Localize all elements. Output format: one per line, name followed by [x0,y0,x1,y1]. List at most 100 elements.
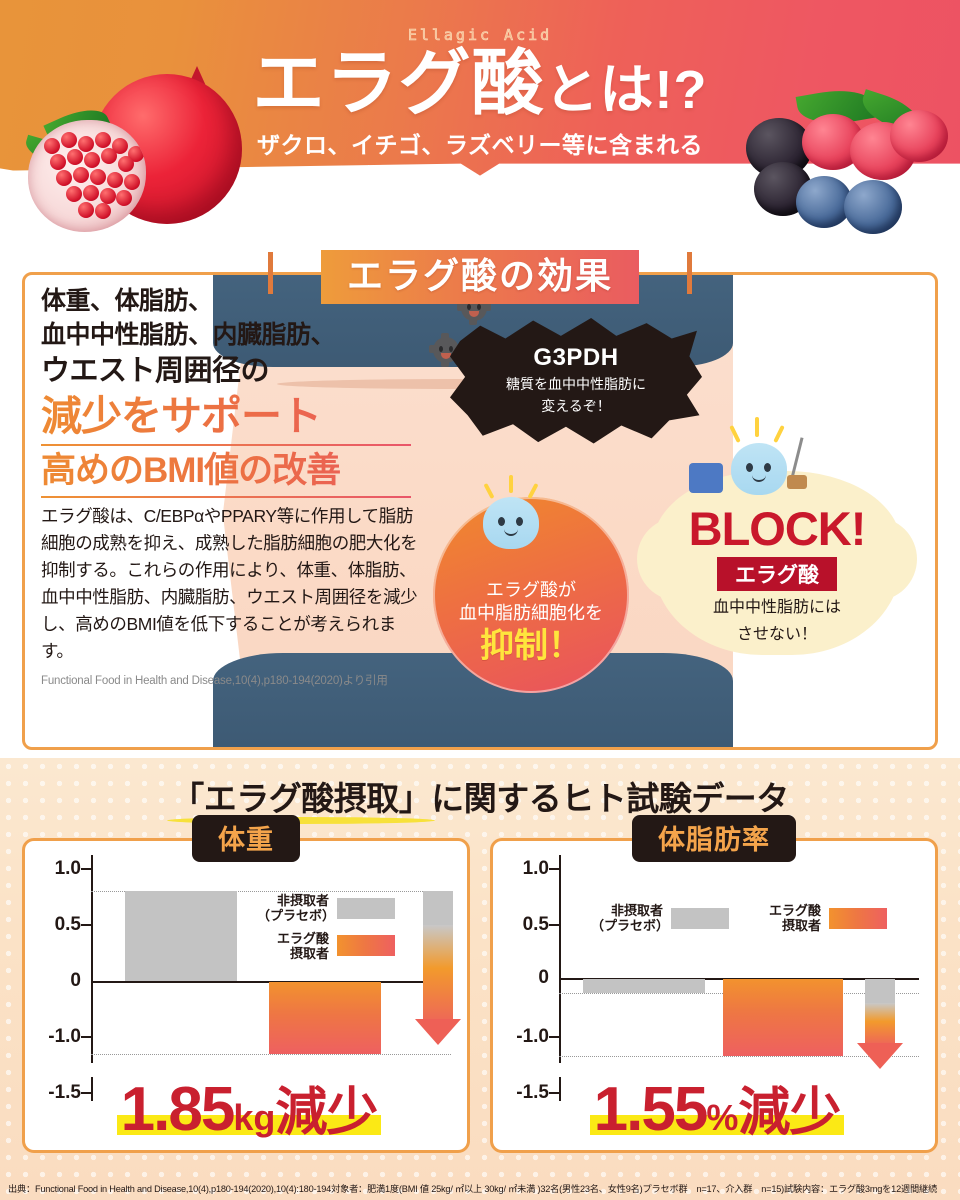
effect-headline-3: ウエスト周囲径の [41,355,270,387]
legend-label-ellagic-weight-l1: エラグ酸 [276,930,329,946]
chart-legend-weight: 非摂取者 （プラセボ） エラグ酸 摂取者 [257,893,395,968]
y-tick-mark-bodyfat-0 [549,868,559,870]
decrease-arrow-weight [415,925,461,1045]
chart-title-weight: 体重 [192,815,300,862]
pomegranate-seeds [44,132,146,220]
legend-item-ellagic-weight: エラグ酸 摂取者 [257,931,395,962]
mascot-blob-left [483,497,539,549]
legend-row-body-fat: 非摂取者 （プラセボ） エラグ酸 摂取者 [591,903,887,934]
suppress-line1: エラグ酸が [486,580,576,600]
pomegranate-image [18,66,248,238]
effect-headline-bmi: 高めのBMI値の改善 [41,450,425,492]
down-chevron-icon [448,215,512,224]
data-section-footnote: 出典：Functional Food in Health and Disease… [8,1184,937,1194]
legend-swatch-placebo-weight [337,897,395,919]
y-tick-mark-weight-0 [81,868,91,870]
legend-label-ellagic-bodyfat: エラグ酸 摂取者 [749,903,821,934]
result-weight-inner: 1.85kg減少 [115,1079,384,1141]
bar-bodyfat-arrow-backdrop [865,979,895,1003]
effect-citation: Functional Food in Health and Disease,10… [41,674,388,687]
effect-section-badge: エラグ酸の効果 [320,250,640,305]
result-weight-text: 1.85kg減少 [121,1079,379,1141]
effect-panel: G3PDH 糖質を血中中性脂肪に 変えるぞ！ 体重、体脂肪、 血中中性脂肪、内臓… [22,272,938,750]
legend-label-ellagic-weight: エラグ酸 摂取者 [257,931,329,962]
block-label: BLOCK! [688,502,867,555]
y-tick-mark-bodyfat-3 [549,1036,559,1038]
result-weight: 1.85kg減少 [25,1072,473,1148]
sparkle-6 [773,425,785,443]
block-cloud-callout: BLOCK! エラグ酸 血中中性脂肪には させない！ [637,471,917,655]
divider-bottom [41,496,411,499]
hero-subtitle: ザクロ、イチゴ、ラズベリー等に含まれる 天然ポリフェノールの一種 [0,130,960,193]
y-axis-extension-weight [91,1077,93,1101]
y-axis-weight [91,855,93,1063]
hero-subtitle-line2: 天然ポリフェノールの一種 [339,163,621,190]
broom-head-icon [787,475,807,489]
y-axis-body-fat [559,855,561,1063]
y-tick-label-weight-3: -1.0 [48,1026,81,1047]
page-title-main: エラグ酸 [252,44,545,124]
mascot-blob-right [731,443,787,495]
effect-headline-2: 血中中性脂肪、内臓脂肪、 [41,320,336,349]
chart-legend-body-fat: 非摂取者 （プラセボ） エラグ酸 摂取者 [591,903,887,941]
legend-item-placebo-weight: 非摂取者 （プラセボ） [257,893,395,924]
chart-plot-weight: 1.0 0.5 0 -1.0 [25,841,473,1077]
legend-label-ellagic-bodyfat-l2: 摂取者 [781,918,821,934]
y-tick-label-bodyfat-1: 0.5 [522,914,549,935]
reference-line-weight-lower [91,1054,451,1055]
g3pdh-line1: 糖質を血中中性脂肪に [506,376,646,392]
sparkle-5 [755,417,759,437]
divider-top [41,444,411,447]
legend-label-placebo-bodyfat-l2: （プラセボ） [591,918,670,934]
germ-bag-icon [689,463,723,493]
block-line2: させない！ [736,626,817,644]
bar-weight-arrow-backdrop [423,891,453,925]
chart-card-weight: 体重 1.0 0.5 0 -1.0 [22,815,473,1153]
legend-label-placebo-weight-l1: 非摂取者 [276,893,329,908]
hero-english-label: Ellagic Acid [407,26,553,45]
legend-label-placebo-weight-l2: （プラセボ） [257,908,336,924]
block-tag: エラグ酸 [717,557,837,591]
effect-body-text: エラグ酸は、C/EBPαやPPARY等に作用して脂肪細胞の成熟を抑え、成熟した脂… [41,506,418,661]
y-tick-label-bodyfat-2: 0 [538,967,549,988]
y-tick-mark-bodyfat-4 [549,1092,559,1094]
y-tick-label-weight-0: 1.0 [54,858,81,879]
block-line1: 血中中性脂肪には [712,599,841,616]
result-body-fat: 1.55%減少 [493,1072,941,1148]
chart-card-list: 体重 1.0 0.5 0 -1.0 [0,815,960,1153]
human-trial-data-section: 「エラグ酸摂取」に関するヒト試験データ 体重 1.0 0.5 0 -1.0 [0,758,960,1200]
page-title: エラグ酸とは!? [0,48,960,120]
chart-card-body-fat: 体脂肪率 1.0 0.5 0 -1.0 [490,815,941,1153]
bar-weight-placebo [125,891,237,981]
y-tick-label-bodyfat-3: -1.0 [516,1026,549,1047]
effect-headline-support: 減少をサポート [41,392,425,440]
legend-label-placebo-weight: 非摂取者 （プラセボ） [257,893,336,924]
effect-headline-1: 体重、体脂肪、 [41,287,213,315]
bar-bodyfat-ellagic [723,979,843,1056]
blueberry-1 [796,176,852,228]
result-weight-number: 1.85 [120,1075,236,1144]
y-tick-label-weight-1: 0.5 [54,914,81,935]
legend-label-placebo-bodyfat: 非摂取者 （プラセボ） [591,903,670,934]
decrease-arrow-body-fat [857,1003,903,1069]
y-tick-mark-weight-3 [81,1036,91,1038]
y-tick-mark-bodyfat-1 [549,924,559,926]
data-title-rest: に関するヒト試験データ [431,780,789,817]
mascot-head-right [731,443,787,495]
y-tick-mark-weight-4 [81,1092,91,1094]
legend-swatch-placebo-bodyfat [671,907,729,929]
result-weight-unit: kg [233,1097,276,1138]
pomegranate-cut-half [28,120,146,232]
hero-subtitle-line1: ザクロ、イチゴ、ラズベリー等に含まれる [256,132,704,158]
page-title-tail: とは!? [544,60,708,120]
mascot-head-left [483,497,539,549]
badge-tick-left [268,252,273,294]
germ-icon-1 [457,291,491,325]
hero-banner: Ellagic Acid エラグ酸とは!? ザクロ、イチゴ、ラズベリー等に含まれ… [0,0,960,238]
y-tick-label-weight-4: -1.5 [48,1082,81,1103]
legend-label-ellagic-weight-l2: 摂取者 [289,945,329,961]
raspberry-3 [890,110,948,162]
g3pdh-speech-burst: G3PDH 糖質を血中中性脂肪に 変えるぞ！ [450,318,702,444]
legend-label-placebo-bodyfat-l1: 非摂取者 [610,903,663,918]
sparkle-2 [509,475,513,493]
